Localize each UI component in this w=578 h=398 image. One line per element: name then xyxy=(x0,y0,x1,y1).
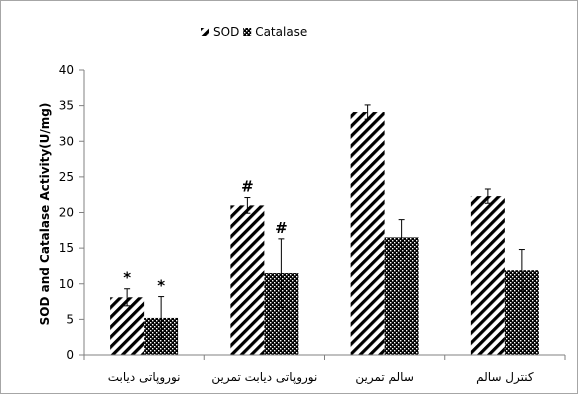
legend-swatch-sod xyxy=(201,28,209,36)
bar-sod xyxy=(470,196,505,355)
y-tick-label: 5 xyxy=(66,312,74,326)
legend: SOD Catalase xyxy=(201,25,307,39)
significance-marker: # xyxy=(241,178,254,196)
y-tick-label: 35 xyxy=(59,99,74,113)
bar-sod xyxy=(350,112,385,355)
significance-marker: * xyxy=(123,269,131,287)
y-tick-label: 40 xyxy=(59,63,74,77)
x-category-label: نوروپاتی دیابت xyxy=(108,370,181,385)
bar-catalase xyxy=(384,237,419,355)
y-tick-label: 25 xyxy=(59,170,74,184)
x-axis: نوروپاتی دیابت نوروپاتی دیابت تمرین سالم ت… xyxy=(83,354,566,385)
x-category-label: نوروپاتی دیابت تمرین xyxy=(211,370,317,385)
y-axis-label: SOD and Catalase Activity(U/mg) xyxy=(38,103,52,326)
legend-label-sod: SOD xyxy=(213,25,239,39)
y-tick-label: 10 xyxy=(59,277,74,291)
y-tick-label: 20 xyxy=(59,206,74,220)
x-category-label: کنترل سالم xyxy=(476,370,534,385)
legend-swatch-catalase xyxy=(243,28,252,36)
bar-sod xyxy=(230,205,265,355)
significance-marker: * xyxy=(157,277,165,295)
bars-layer: * * # # xyxy=(110,104,539,355)
y-tick-label: 15 xyxy=(59,241,74,255)
y-tick-label: 30 xyxy=(59,134,74,148)
legend-label-catalase: Catalase xyxy=(255,25,307,39)
y-axis: 0 5 10 15 20 25 30 35 40 xyxy=(59,63,85,362)
y-tick-label: 0 xyxy=(66,348,74,362)
x-category-label: سالم تمرین xyxy=(355,370,414,385)
bar-sod xyxy=(110,297,145,355)
significance-marker: # xyxy=(275,219,288,237)
